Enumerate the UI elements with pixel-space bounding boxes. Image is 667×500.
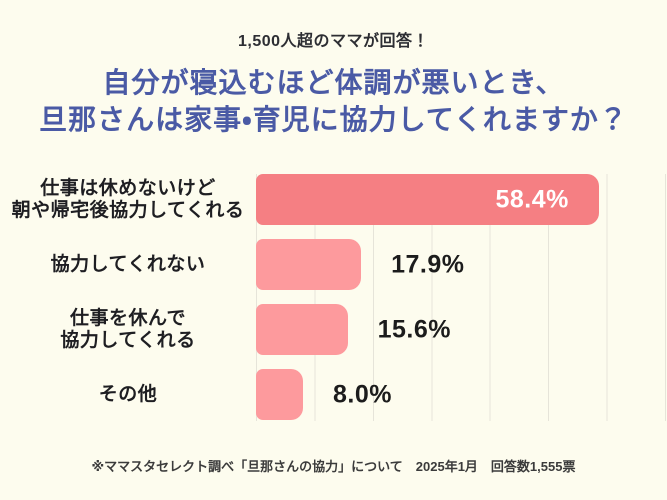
- chart-row: その他 8.0%: [0, 369, 667, 420]
- bar-track: 17.9%: [256, 239, 667, 290]
- bar: [256, 369, 303, 420]
- chart-row: 仕事を休んで 協力してくれる 15.6%: [0, 304, 667, 355]
- category-label: 協力してくれない: [50, 253, 206, 275]
- category-label: 仕事は休めないけど 朝や帰宅後協力してくれる: [11, 177, 245, 221]
- bar: [256, 304, 348, 355]
- category-label: 仕事を休んで 協力してくれる: [60, 307, 196, 351]
- survey-subtitle: 1,500人超のママが回答！: [237, 33, 430, 50]
- bar-track: 15.6%: [256, 304, 667, 355]
- chart-row: 仕事は休めないけど 朝や帰宅後協力してくれる 58.4%: [0, 174, 667, 225]
- category-label: その他: [98, 383, 158, 405]
- page-title: 自分が寝込むほど体調が悪いとき、 旦那さんは家事・育児に協力してくれますか？: [0, 64, 667, 138]
- value-label: 8.0%: [332, 380, 392, 408]
- value-label: 15.6%: [377, 315, 451, 343]
- source-footnote: ※ママスタセレクト調べ「旦那さんの協力」について 2025年1月 回答数1,55…: [91, 459, 576, 474]
- value-label: 17.9%: [391, 250, 465, 278]
- bar-track: 8.0%: [256, 369, 667, 420]
- chart-rows: 仕事は休めないけど 朝や帰宅後協力してくれる 58.4% 協力してくれない 17.9% 仕…: [0, 174, 667, 421]
- value-label: 58.4%: [495, 185, 569, 213]
- page-title-line2: 旦那さんは家事・育児に協力してくれますか？: [39, 104, 628, 135]
- bar: 58.4%: [256, 174, 599, 225]
- bar: [256, 239, 362, 290]
- bar-track: 58.4%: [256, 174, 667, 225]
- chart-row: 協力してくれない 17.9%: [0, 239, 667, 290]
- page-title-line1: 自分が寝込むほど体調が悪いとき、: [102, 67, 565, 98]
- bar-chart: 仕事は休めないけど 朝や帰宅後協力してくれる 58.4% 協力してくれない 17.9% 仕…: [0, 174, 667, 421]
